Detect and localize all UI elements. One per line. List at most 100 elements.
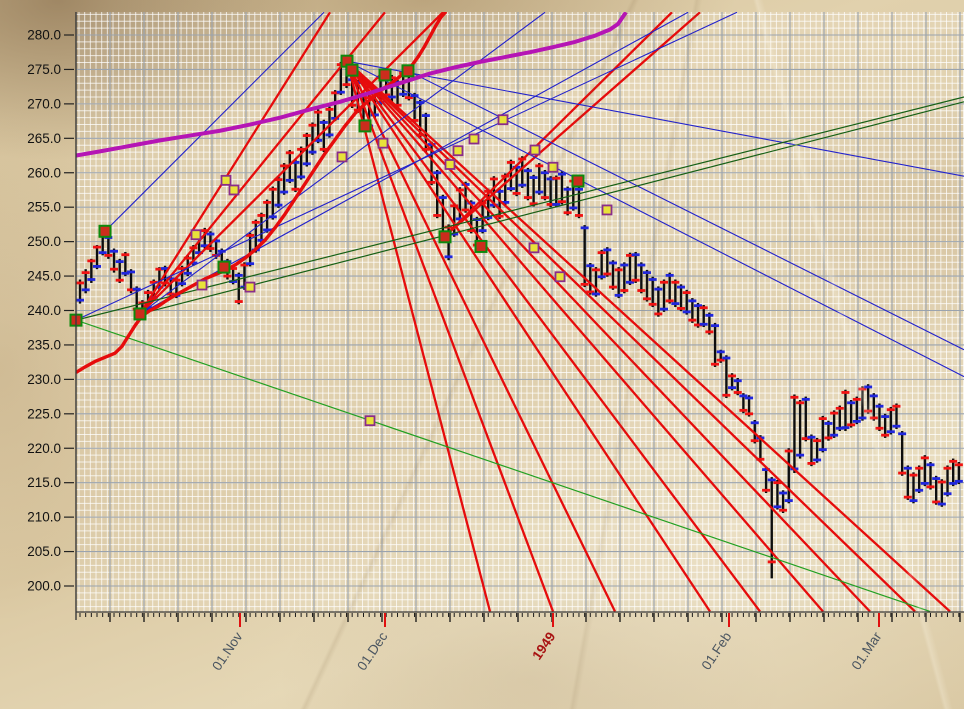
x-month-label: 01.Mar	[849, 629, 885, 673]
pivot-marker[interactable]	[133, 307, 147, 321]
line-marker[interactable]	[228, 184, 240, 196]
pivot-marker[interactable]	[98, 224, 112, 238]
price-bar	[110, 248, 119, 273]
close-tick	[920, 456, 929, 460]
line-marker[interactable]	[529, 144, 541, 156]
open-tick	[166, 277, 175, 281]
pivot-marker-square	[474, 239, 488, 253]
line-marker[interactable]	[547, 161, 559, 173]
open-tick	[302, 162, 311, 166]
price-bar	[257, 212, 266, 244]
close-tick	[444, 225, 453, 229]
open-tick	[847, 401, 856, 405]
open-tick	[580, 226, 589, 230]
pivot-marker[interactable]	[358, 119, 372, 133]
line-marker[interactable]	[528, 242, 540, 254]
open-tick	[206, 232, 215, 236]
open-tick	[767, 478, 776, 482]
price-bar	[762, 466, 771, 494]
price-bar	[920, 455, 929, 487]
price-bar	[76, 279, 84, 304]
price-bar	[954, 462, 963, 485]
close-tick	[331, 91, 340, 95]
line-marker[interactable]	[554, 271, 566, 283]
close-tick	[342, 83, 351, 86]
price-bar	[115, 258, 124, 283]
price-bar	[932, 475, 941, 505]
y-tick-label: 280.0	[27, 28, 61, 43]
open-tick	[711, 324, 720, 328]
open-tick	[937, 502, 946, 506]
open-tick	[200, 244, 209, 248]
open-tick	[830, 433, 839, 437]
pivot-marker[interactable]	[345, 63, 359, 77]
open-tick	[620, 263, 629, 267]
close-tick	[393, 103, 402, 107]
pivot-marker[interactable]	[401, 64, 415, 78]
price-bar	[597, 249, 606, 280]
close-tick	[200, 229, 209, 233]
pivot-marker[interactable]	[571, 174, 585, 188]
open-tick	[110, 249, 119, 253]
red-fan-up-3	[139, 12, 444, 315]
line-marker[interactable]	[244, 281, 256, 293]
close-tick	[240, 263, 249, 267]
line-marker[interactable]	[601, 204, 613, 216]
open-tick	[376, 101, 385, 104]
open-tick	[121, 271, 130, 275]
open-tick	[920, 481, 929, 485]
open-tick	[881, 415, 890, 418]
line-marker[interactable]	[497, 114, 509, 126]
close-tick	[824, 436, 833, 440]
close-tick	[790, 395, 799, 399]
price-bar	[557, 171, 566, 205]
close-tick	[648, 302, 657, 306]
close-tick	[773, 481, 782, 485]
pivot-marker-square	[217, 260, 231, 274]
open-tick	[665, 273, 674, 277]
pivot-marker[interactable]	[438, 230, 452, 244]
line-marker[interactable]	[190, 229, 202, 241]
line-marker[interactable]	[364, 415, 376, 427]
line-marker-square	[336, 151, 348, 163]
y-tick-label: 240.0	[27, 303, 61, 318]
price-bar	[796, 400, 805, 459]
line-marker[interactable]	[452, 145, 464, 157]
line-marker[interactable]	[336, 151, 348, 163]
pivot-marker-square	[438, 230, 452, 244]
open-tick	[750, 421, 759, 425]
open-tick	[903, 466, 912, 470]
open-tick	[98, 251, 107, 255]
close-tick	[291, 187, 300, 191]
close-tick	[144, 291, 153, 294]
pivot-marker-square	[133, 307, 147, 321]
line-marker-square	[601, 204, 613, 216]
line-marker[interactable]	[468, 133, 480, 145]
pivot-marker[interactable]	[378, 68, 392, 82]
pivot-marker[interactable]	[217, 260, 231, 274]
close-tick	[750, 439, 759, 443]
line-marker[interactable]	[444, 159, 456, 170]
close-tick	[625, 254, 634, 257]
line-marker[interactable]	[196, 279, 208, 291]
price-bar	[892, 403, 901, 429]
close-tick	[155, 267, 164, 271]
pivot-marker[interactable]	[474, 239, 488, 253]
open-tick	[297, 175, 306, 179]
line-marker[interactable]	[220, 174, 232, 186]
close-tick	[416, 133, 425, 137]
close-tick	[546, 203, 555, 206]
price-bar	[801, 396, 810, 442]
open-tick	[773, 505, 782, 509]
y-tick-label: 275.0	[27, 62, 61, 77]
line-marker[interactable]	[377, 137, 389, 149]
axes	[75, 12, 964, 620]
open-tick	[603, 248, 612, 252]
price-bar	[643, 269, 651, 302]
open-tick	[660, 307, 669, 311]
pivot-marker-square	[98, 224, 112, 238]
y-tick-label: 235.0	[27, 337, 61, 352]
close-tick	[937, 480, 946, 484]
